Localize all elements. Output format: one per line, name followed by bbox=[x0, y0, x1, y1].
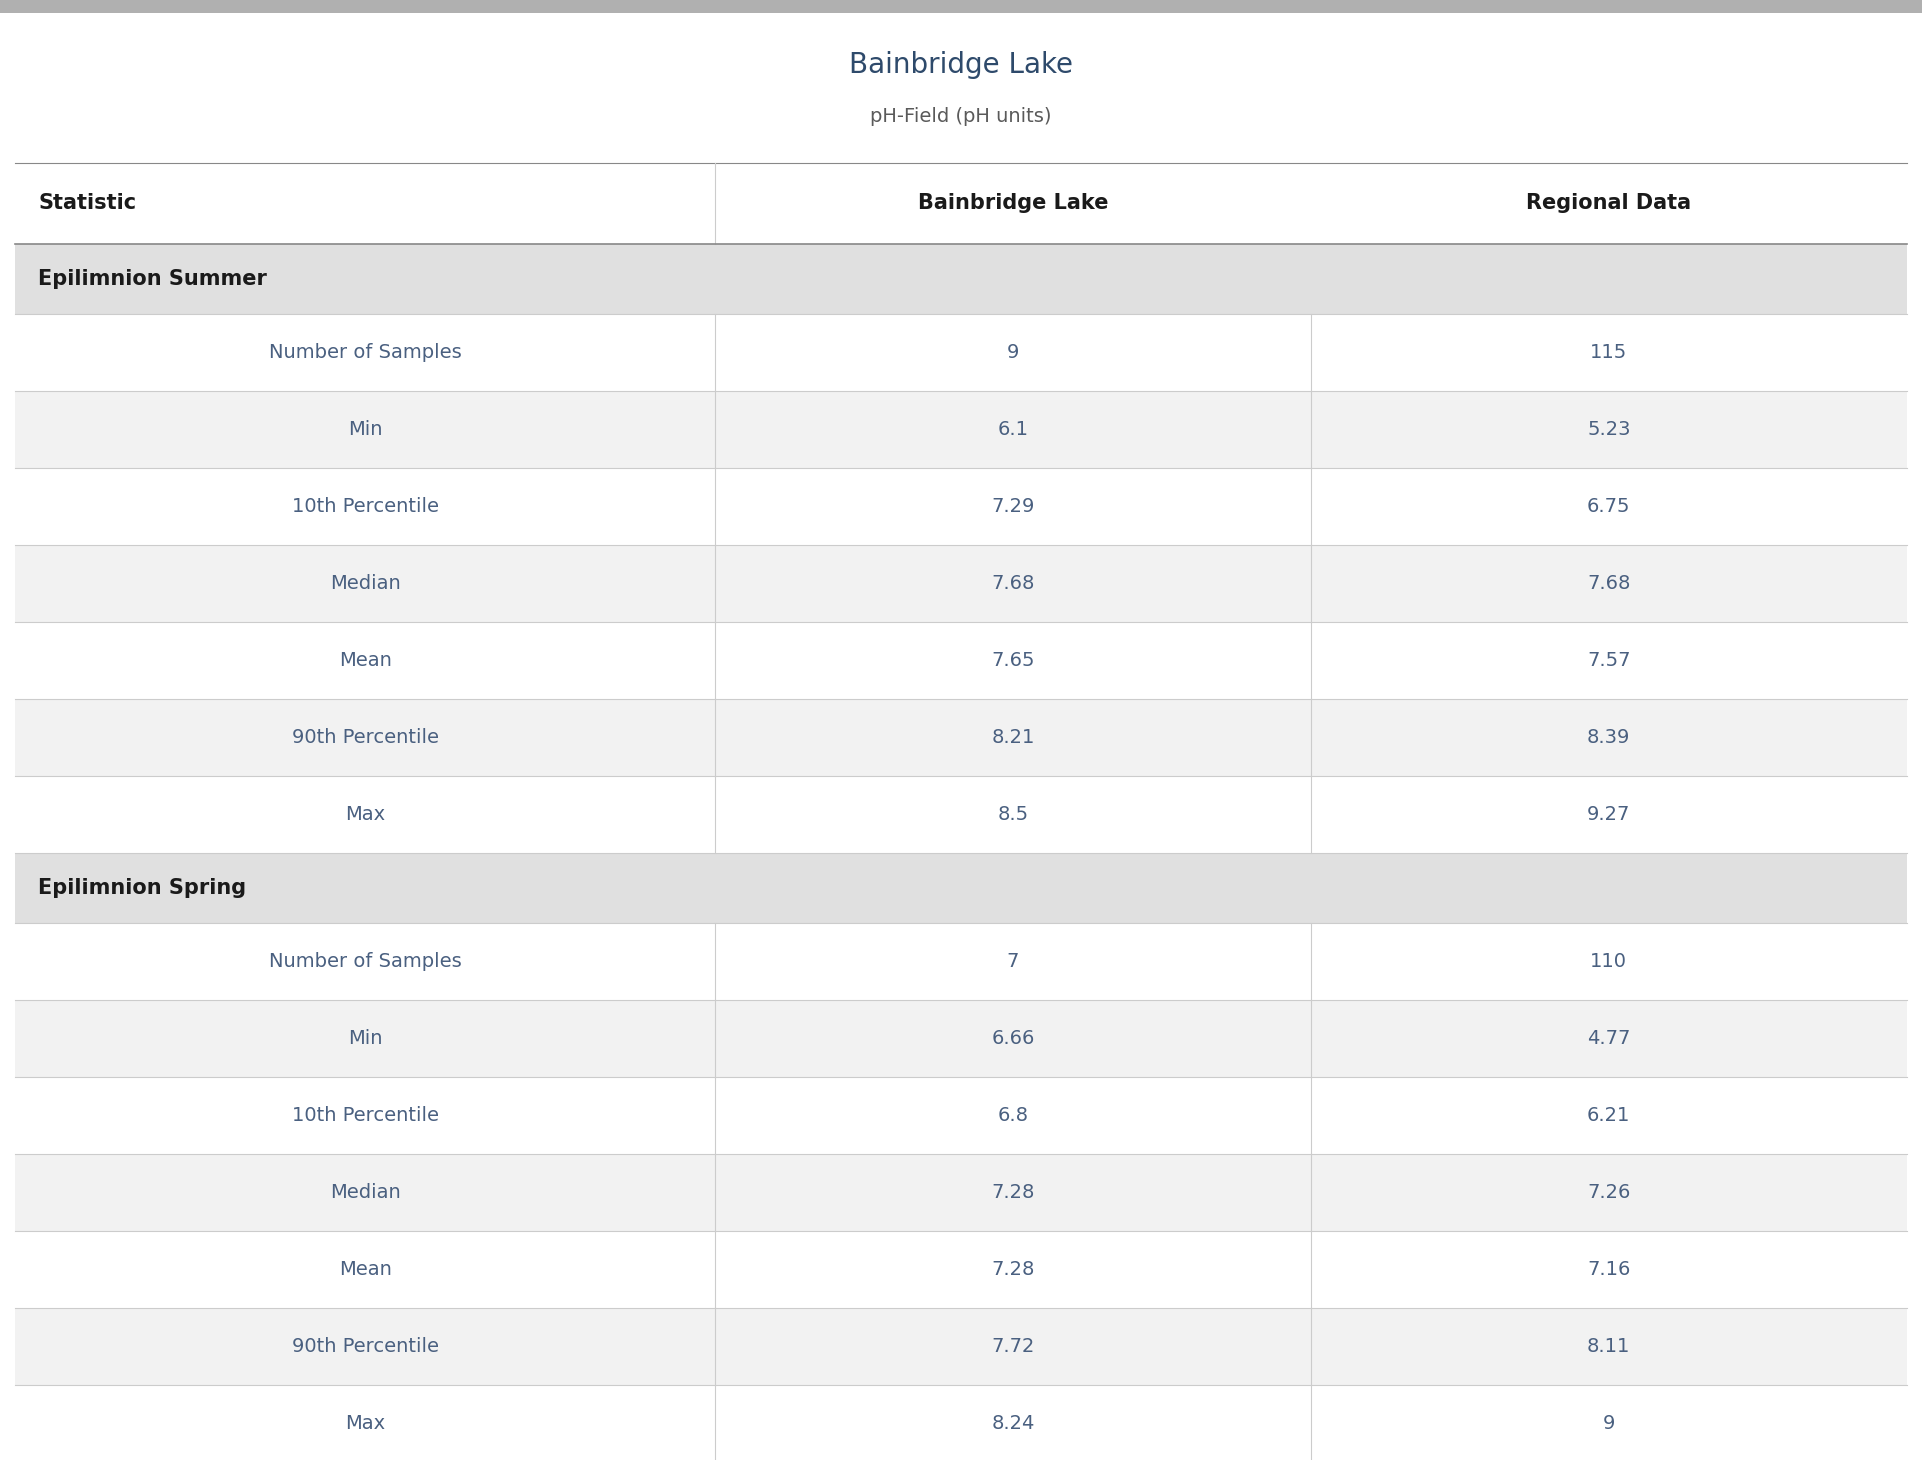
Text: Min: Min bbox=[348, 420, 382, 439]
Text: 7: 7 bbox=[1007, 952, 1019, 971]
Text: 10th Percentile: 10th Percentile bbox=[292, 496, 438, 515]
Text: 4.77: 4.77 bbox=[1588, 1029, 1630, 1048]
Text: 9.27: 9.27 bbox=[1588, 804, 1630, 823]
Text: 7.28: 7.28 bbox=[992, 1183, 1034, 1202]
Text: 7.57: 7.57 bbox=[1588, 651, 1630, 670]
FancyBboxPatch shape bbox=[15, 545, 1907, 622]
FancyBboxPatch shape bbox=[0, 0, 1922, 13]
FancyBboxPatch shape bbox=[15, 244, 1907, 314]
FancyBboxPatch shape bbox=[15, 391, 1907, 469]
FancyBboxPatch shape bbox=[15, 1000, 1907, 1077]
Text: 7.16: 7.16 bbox=[1588, 1260, 1630, 1279]
Text: 7.72: 7.72 bbox=[992, 1337, 1034, 1356]
FancyBboxPatch shape bbox=[15, 1153, 1907, 1231]
Text: 110: 110 bbox=[1589, 952, 1628, 971]
Text: 7.68: 7.68 bbox=[992, 574, 1034, 593]
Text: 10th Percentile: 10th Percentile bbox=[292, 1105, 438, 1124]
FancyBboxPatch shape bbox=[15, 853, 1907, 923]
Text: 9: 9 bbox=[1007, 343, 1019, 362]
FancyBboxPatch shape bbox=[15, 162, 1907, 244]
FancyBboxPatch shape bbox=[15, 469, 1907, 545]
FancyBboxPatch shape bbox=[15, 699, 1907, 777]
Text: 9: 9 bbox=[1603, 1413, 1614, 1432]
Text: Median: Median bbox=[331, 1183, 400, 1202]
Text: Bainbridge Lake: Bainbridge Lake bbox=[850, 51, 1072, 79]
Text: Number of Samples: Number of Samples bbox=[269, 952, 461, 971]
Text: 7.28: 7.28 bbox=[992, 1260, 1034, 1279]
Text: Mean: Mean bbox=[338, 651, 392, 670]
Text: 8.24: 8.24 bbox=[992, 1413, 1034, 1432]
FancyBboxPatch shape bbox=[15, 1231, 1907, 1308]
Text: 7.26: 7.26 bbox=[1588, 1183, 1630, 1202]
FancyBboxPatch shape bbox=[15, 1077, 1907, 1153]
FancyBboxPatch shape bbox=[15, 1386, 1907, 1460]
Text: Regional Data: Regional Data bbox=[1526, 194, 1691, 213]
Text: 8.11: 8.11 bbox=[1588, 1337, 1630, 1356]
Text: 6.21: 6.21 bbox=[1588, 1105, 1630, 1124]
Text: 6.8: 6.8 bbox=[998, 1105, 1028, 1124]
Text: 6.75: 6.75 bbox=[1588, 496, 1630, 515]
Text: Bainbridge Lake: Bainbridge Lake bbox=[919, 194, 1109, 213]
FancyBboxPatch shape bbox=[15, 314, 1907, 391]
Text: Epilimnion Summer: Epilimnion Summer bbox=[38, 269, 267, 289]
FancyBboxPatch shape bbox=[15, 622, 1907, 699]
Text: 115: 115 bbox=[1589, 343, 1628, 362]
Text: Number of Samples: Number of Samples bbox=[269, 343, 461, 362]
Text: 7.65: 7.65 bbox=[992, 651, 1034, 670]
Text: Min: Min bbox=[348, 1029, 382, 1048]
Text: 90th Percentile: 90th Percentile bbox=[292, 729, 438, 748]
FancyBboxPatch shape bbox=[15, 777, 1907, 853]
Text: 8.39: 8.39 bbox=[1588, 729, 1630, 748]
Text: Max: Max bbox=[346, 1413, 384, 1432]
Text: Statistic: Statistic bbox=[38, 194, 136, 213]
Text: pH-Field (pH units): pH-Field (pH units) bbox=[871, 107, 1051, 126]
Text: 7.29: 7.29 bbox=[992, 496, 1034, 515]
Text: 8.5: 8.5 bbox=[998, 804, 1028, 823]
Text: 6.1: 6.1 bbox=[998, 420, 1028, 439]
Text: 90th Percentile: 90th Percentile bbox=[292, 1337, 438, 1356]
Text: 6.66: 6.66 bbox=[992, 1029, 1034, 1048]
Text: 7.68: 7.68 bbox=[1588, 574, 1630, 593]
Text: Max: Max bbox=[346, 804, 384, 823]
Text: 5.23: 5.23 bbox=[1588, 420, 1630, 439]
Text: Mean: Mean bbox=[338, 1260, 392, 1279]
Text: 8.21: 8.21 bbox=[992, 729, 1034, 748]
Text: Epilimnion Spring: Epilimnion Spring bbox=[38, 877, 246, 898]
FancyBboxPatch shape bbox=[15, 1308, 1907, 1386]
Text: Median: Median bbox=[331, 574, 400, 593]
FancyBboxPatch shape bbox=[15, 923, 1907, 1000]
